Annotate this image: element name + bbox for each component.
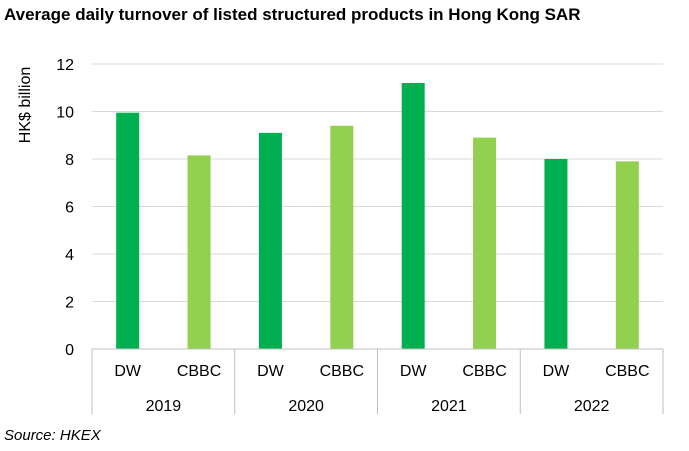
x-tick-label: DW [114, 363, 142, 380]
bar [544, 159, 568, 349]
x-tick-label: DW [543, 363, 571, 380]
y-tick-label: 4 [65, 247, 74, 264]
bars [116, 83, 639, 349]
bar [401, 83, 425, 349]
y-tick-label: 12 [56, 57, 74, 74]
x-tick-label: DW [257, 363, 285, 380]
group-label: 2022 [574, 398, 610, 415]
y-axis-label: HK$ billion [17, 67, 34, 143]
y-tick-label: 2 [65, 295, 74, 312]
x-tick-label: CBBC [177, 363, 221, 380]
y-tick-label: 6 [65, 200, 74, 217]
y-tick-label: 0 [65, 342, 74, 359]
source-note: Source: HKEX [4, 427, 101, 444]
x-tick-label: DW [400, 363, 428, 380]
bar [330, 125, 354, 349]
y-tick-label: 8 [65, 152, 74, 169]
x-tick-label: CBBC [462, 363, 506, 380]
x-tick-label: CBBC [320, 363, 364, 380]
bar [116, 112, 140, 349]
y-tick-label: 10 [56, 105, 74, 122]
group-label: 2020 [288, 398, 324, 415]
group-label: 2019 [146, 398, 182, 415]
chart-title: Average daily turnover of listed structu… [4, 5, 581, 24]
gridlines [92, 63, 663, 302]
bar [615, 161, 639, 349]
x-tick-label: CBBC [605, 363, 649, 380]
bar [473, 137, 497, 349]
bar [187, 155, 211, 349]
tick-labels: 0 2 4 6 8 10 12 DW CBBC DW CBBC DW CBBC DW CBBC 2019 202… [56, 57, 649, 415]
group-label: 2021 [431, 398, 467, 415]
axes [91, 348, 664, 414]
bar [258, 132, 282, 349]
